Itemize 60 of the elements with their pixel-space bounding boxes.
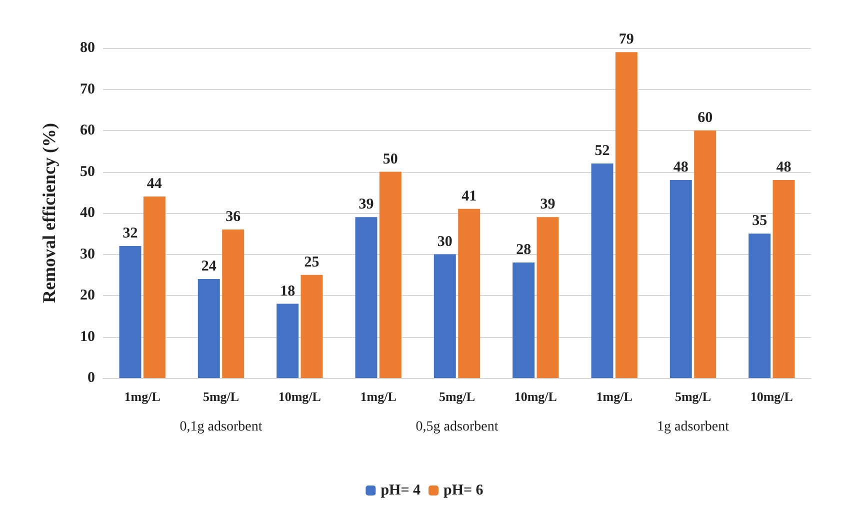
data-label: 41 [462,188,477,204]
bar [434,254,456,378]
data-label: 24 [201,258,217,274]
x-tick-label: 5mg/L [202,389,240,404]
data-label: 79 [618,32,634,48]
x-tick-label: 5mg/L [438,389,476,404]
x-tick-label: 1mg/L [360,389,397,404]
bar [748,234,771,378]
x-tick-label: 1mg/L [596,389,633,404]
data-label: 48 [776,160,792,176]
y-axis-title: Removal efficiency (%) [39,123,59,303]
data-label: 32 [122,226,138,242]
bar [379,172,402,378]
data-label: 18 [280,283,296,300]
data-label: 48 [673,160,688,176]
data-label: 30 [437,234,452,250]
bar [143,196,166,378]
bar [355,217,378,378]
data-label: 25 [304,254,320,270]
y-tick-label: 10 [80,328,95,345]
bar [512,262,535,378]
bar [222,230,244,378]
bar [536,217,559,378]
text: 0,5g adsorbent [416,420,498,434]
data-label: 52 [594,143,610,159]
data-label: 60 [698,110,713,126]
bar [615,52,638,378]
bar [591,164,614,378]
y-tick-label: 40 [80,205,95,221]
x-tick-label: 5mg/L [674,389,712,404]
bar [772,180,795,378]
data-label: 39 [358,196,374,213]
x-tick-label: 10mg/L [750,389,794,404]
data-label: 39 [540,196,556,213]
y-tick-label: 50 [80,164,95,180]
bar [670,180,692,378]
data-label: 44 [146,176,162,192]
y-tick-label: 30 [80,246,95,262]
bar [198,279,220,378]
text: 0,1g adsorbent [180,420,262,434]
y-tick-label: 60 [80,122,95,138]
x-tick-label: 10mg/L [514,389,558,404]
legend-label: pH= 4 [380,482,421,498]
bar [694,130,716,378]
bar [458,208,480,378]
data-label: 36 [226,209,242,225]
text: 1g adsorbent [657,420,730,434]
y-tick-label: 0 [88,370,95,386]
bar [300,274,323,378]
y-tick-label: 70 [80,81,95,98]
bar [276,304,299,378]
data-label: 28 [516,242,532,258]
data-label: 35 [752,213,768,230]
bar [119,246,142,378]
legend-label: pH= 6 [444,482,484,498]
x-tick-label: 10mg/L [278,389,322,404]
y-tick-label: 20 [80,288,95,304]
data-label: 50 [382,151,398,168]
x-tick-label: 1mg/L [124,389,161,404]
y-tick-label: 80 [80,40,95,56]
